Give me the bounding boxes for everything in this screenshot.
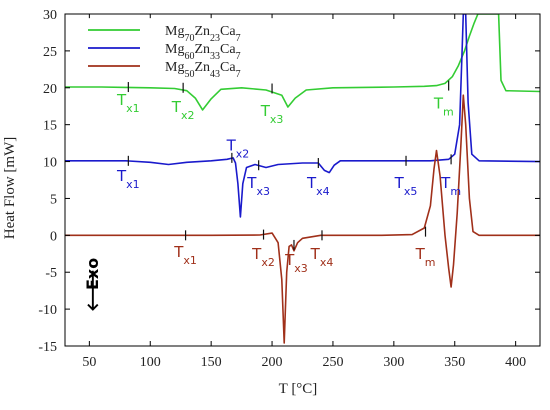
y-tick-label: 20 [43, 82, 57, 97]
x-tick-label: 250 [322, 355, 343, 370]
transition-label: Tx1 [116, 167, 140, 191]
x-tick-label: 100 [140, 355, 161, 370]
y-tick-label: 25 [43, 45, 57, 60]
plot-frame [64, 13, 541, 347]
legend-entry-1: Mg60Zn33Ca7 [165, 42, 241, 62]
y-tick-label: 10 [43, 156, 57, 171]
x-tick-label: 400 [505, 355, 526, 370]
x-tick-label: 50 [82, 355, 96, 370]
legend-box [80, 18, 290, 80]
axes: 50 100 150 200 250 300 350 400 -15 -10 -5 0 5 10 15 20 2… [38, 8, 541, 370]
x-tick-label: 350 [444, 355, 465, 370]
y-tick-label: -15 [38, 340, 57, 355]
legend-entry-2: Mg50Zn43Ca7 [165, 60, 241, 80]
transition-label: Tm [433, 95, 454, 119]
transition-label: Tx3 [246, 174, 270, 198]
transition-label: Tx1 [173, 243, 197, 267]
transition-label: Tx3 [284, 251, 308, 275]
x-axis-label: T [°C] [279, 381, 318, 397]
y-tick-label: 15 [43, 119, 57, 134]
series-layer [65, 14, 540, 344]
y-tick-label: -10 [38, 303, 57, 318]
y-tick-label: 30 [43, 8, 57, 23]
transition-label: Tx4 [306, 174, 330, 198]
x-tick-label: 300 [383, 355, 404, 370]
transition-label: Tx5 [394, 174, 418, 198]
transition-label: Tx1 [116, 91, 140, 115]
transition-label: Tx2 [171, 98, 195, 122]
transition-label: Tx4 [310, 245, 334, 269]
transition-label: Tx2 [251, 245, 275, 269]
series-line-1 [65, 14, 540, 218]
exo-indicator: 🡐 Exo [83, 258, 102, 312]
y-tick-label: -5 [45, 266, 57, 281]
y-tick-label: 5 [50, 192, 57, 207]
exo-label: Exo [83, 258, 102, 290]
transition-label: Tx2 [226, 137, 250, 161]
x-tick-label: 150 [201, 355, 222, 370]
series-line-2 [65, 94, 540, 344]
legend-entry-0: Mg70Zn23Ca7 [165, 24, 241, 44]
y-tick-label: 0 [50, 229, 57, 244]
transition-label: Tx3 [260, 102, 284, 126]
x-tick-label: 200 [262, 355, 283, 370]
transition-label: Tm [440, 174, 461, 198]
transition-label: Tm [415, 245, 436, 269]
y-axis-label: Heat Flow [mW] [2, 137, 18, 239]
exo-arrow-icon: 🡐 [83, 269, 102, 312]
series-line-0 [65, 14, 540, 111]
